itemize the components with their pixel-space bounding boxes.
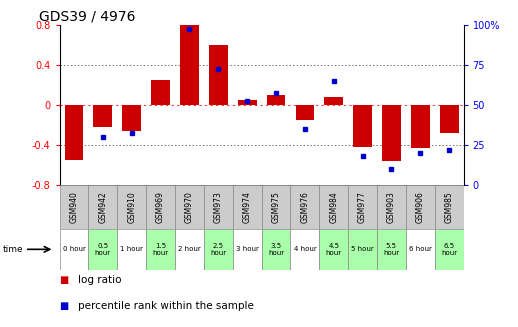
Bar bbox=[435, 185, 464, 229]
Text: time: time bbox=[3, 245, 23, 254]
Bar bbox=[377, 185, 406, 229]
Bar bbox=[319, 229, 348, 270]
Bar bbox=[89, 229, 117, 270]
Bar bbox=[93, 105, 112, 127]
Text: GSM942: GSM942 bbox=[98, 191, 107, 223]
Bar bbox=[411, 105, 430, 148]
Bar bbox=[267, 95, 285, 105]
Bar bbox=[146, 229, 175, 270]
Text: GSM976: GSM976 bbox=[300, 191, 309, 223]
Text: GDS39 / 4976: GDS39 / 4976 bbox=[39, 9, 136, 23]
Bar bbox=[262, 185, 291, 229]
Text: 4 hour: 4 hour bbox=[294, 246, 316, 252]
Bar bbox=[377, 229, 406, 270]
Bar bbox=[406, 229, 435, 270]
Text: 3 hour: 3 hour bbox=[236, 246, 258, 252]
Text: ■: ■ bbox=[60, 275, 69, 284]
Text: 0 hour: 0 hour bbox=[63, 246, 85, 252]
Bar bbox=[60, 229, 89, 270]
Bar bbox=[295, 105, 314, 120]
Bar bbox=[60, 185, 89, 229]
Text: 2.5
hour: 2.5 hour bbox=[210, 243, 226, 256]
Text: GSM974: GSM974 bbox=[242, 191, 252, 223]
Bar bbox=[233, 229, 262, 270]
Text: GSM910: GSM910 bbox=[127, 191, 136, 223]
Bar bbox=[440, 105, 458, 133]
Text: GSM970: GSM970 bbox=[185, 191, 194, 223]
Bar bbox=[175, 185, 204, 229]
Text: 1.5
hour: 1.5 hour bbox=[152, 243, 169, 256]
Text: 2 hour: 2 hour bbox=[178, 246, 201, 252]
Text: GSM984: GSM984 bbox=[329, 191, 338, 223]
Text: 0.5
hour: 0.5 hour bbox=[95, 243, 111, 256]
Bar bbox=[382, 105, 401, 161]
Bar bbox=[122, 105, 141, 131]
Text: 5 hour: 5 hour bbox=[351, 246, 374, 252]
Bar bbox=[117, 185, 146, 229]
Bar bbox=[291, 185, 319, 229]
Bar bbox=[146, 185, 175, 229]
Bar bbox=[238, 100, 256, 105]
Text: ■: ■ bbox=[60, 301, 69, 311]
Text: GSM969: GSM969 bbox=[156, 191, 165, 223]
Text: log ratio: log ratio bbox=[78, 275, 121, 284]
Text: 1 hour: 1 hour bbox=[120, 246, 143, 252]
Text: 4.5
hour: 4.5 hour bbox=[326, 243, 342, 256]
Bar bbox=[151, 79, 170, 105]
Bar bbox=[353, 105, 372, 147]
Bar bbox=[209, 44, 228, 105]
Bar bbox=[233, 185, 262, 229]
Text: GSM940: GSM940 bbox=[69, 191, 79, 223]
Bar bbox=[65, 105, 83, 160]
Text: GSM903: GSM903 bbox=[387, 191, 396, 223]
Text: GSM906: GSM906 bbox=[416, 191, 425, 223]
Text: 6 hour: 6 hour bbox=[409, 246, 432, 252]
Bar bbox=[435, 229, 464, 270]
Bar bbox=[262, 229, 291, 270]
Bar bbox=[348, 229, 377, 270]
Bar bbox=[204, 185, 233, 229]
Bar bbox=[291, 229, 319, 270]
Bar bbox=[319, 185, 348, 229]
Bar bbox=[180, 25, 199, 105]
Text: 5.5
hour: 5.5 hour bbox=[383, 243, 399, 256]
Bar bbox=[324, 96, 343, 105]
Bar bbox=[117, 229, 146, 270]
Bar bbox=[406, 185, 435, 229]
Text: GSM977: GSM977 bbox=[358, 191, 367, 223]
Bar bbox=[89, 185, 117, 229]
Text: GSM973: GSM973 bbox=[214, 191, 223, 223]
Text: GSM985: GSM985 bbox=[444, 191, 454, 223]
Text: GSM975: GSM975 bbox=[271, 191, 281, 223]
Text: percentile rank within the sample: percentile rank within the sample bbox=[78, 301, 254, 311]
Text: 6.5
hour: 6.5 hour bbox=[441, 243, 457, 256]
Bar bbox=[204, 229, 233, 270]
Text: 3.5
hour: 3.5 hour bbox=[268, 243, 284, 256]
Bar bbox=[175, 229, 204, 270]
Bar bbox=[348, 185, 377, 229]
